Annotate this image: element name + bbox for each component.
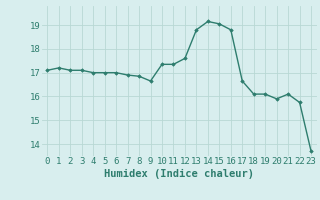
X-axis label: Humidex (Indice chaleur): Humidex (Indice chaleur) xyxy=(104,169,254,179)
